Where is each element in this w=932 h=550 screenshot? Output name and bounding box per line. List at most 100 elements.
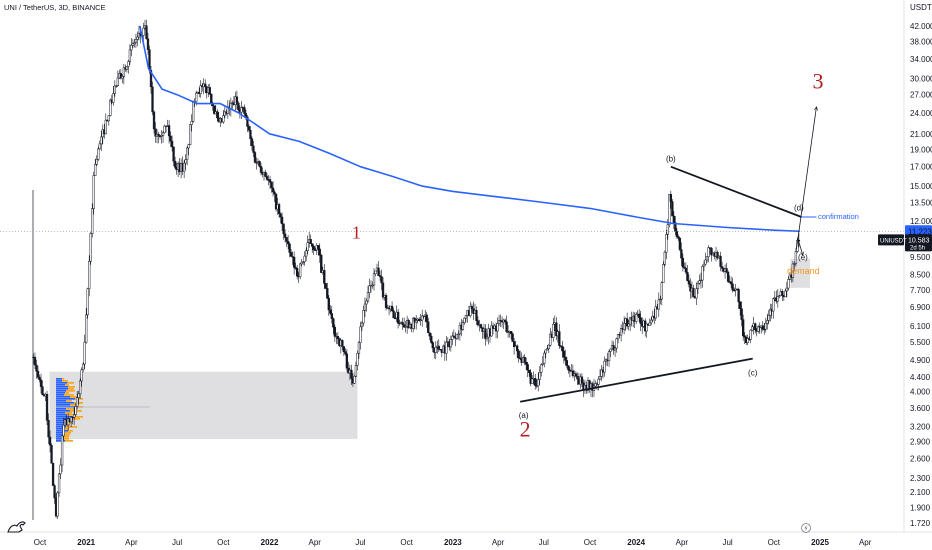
candle-body	[243, 107, 246, 114]
profile-bar-down	[68, 388, 74, 390]
candle-body	[793, 263, 796, 265]
candle-body	[109, 99, 112, 116]
candle-body	[659, 298, 662, 301]
candle-body	[292, 256, 296, 268]
candle-body	[378, 275, 382, 277]
candle-body	[56, 492, 59, 517]
candle-body	[725, 268, 728, 273]
y-tick-label: 6.900	[910, 303, 931, 312]
candle-body	[341, 340, 344, 347]
y-tick-label: 1.900	[910, 504, 931, 513]
candle-body	[511, 333, 514, 342]
profile-bar-down	[64, 436, 69, 438]
x-tick-label: Oct	[400, 538, 413, 547]
candle-body	[666, 224, 669, 235]
candle-body	[133, 42, 136, 44]
candle-body	[282, 223, 285, 235]
candle-body	[519, 357, 522, 360]
candle-body	[576, 375, 579, 380]
candle-body	[698, 280, 701, 284]
price-axis[interactable]	[904, 0, 932, 550]
candle-body	[309, 239, 312, 244]
candle-body	[503, 319, 507, 323]
candle-body	[77, 393, 80, 398]
moving-average-line[interactable]	[139, 25, 800, 233]
candle-body	[437, 345, 440, 350]
confirmation-label: confirmation	[818, 212, 859, 221]
candle-body	[353, 375, 356, 384]
profile-bar-up	[56, 386, 68, 388]
candle-body	[794, 251, 798, 264]
candle-body	[749, 329, 752, 340]
candle-body	[368, 285, 371, 293]
candle-body	[182, 162, 186, 172]
candle-body	[296, 268, 299, 277]
trendline[interactable]	[670, 165, 802, 218]
candle-body	[657, 299, 660, 310]
lightning-icon[interactable]	[801, 523, 811, 533]
candle-body	[252, 145, 255, 153]
profile-bar-down	[73, 416, 83, 418]
profile-bar-down	[65, 384, 69, 386]
wave-3-label: 3	[812, 69, 823, 94]
candle-body	[738, 301, 742, 309]
candle-body	[769, 308, 772, 316]
candle-body	[650, 319, 653, 324]
candle-body	[170, 140, 174, 148]
candle-body	[607, 351, 611, 362]
y-tick-label: 21.000	[910, 130, 932, 139]
x-tick-label: Apr	[492, 538, 505, 547]
candle-body	[537, 379, 540, 387]
candle-body	[430, 335, 433, 343]
candle-body	[384, 295, 388, 308]
candle-body	[407, 320, 410, 328]
candle-body	[784, 290, 787, 298]
candle-body	[776, 296, 779, 302]
y-tick-label: 17.000	[910, 163, 932, 172]
candle-body	[85, 314, 88, 343]
candle-body	[594, 383, 597, 387]
candle-body	[73, 414, 76, 418]
candle-body	[344, 351, 347, 355]
candle-body	[366, 292, 370, 302]
candle-body	[434, 347, 437, 353]
profile-bar-up	[56, 380, 62, 382]
candle-body	[302, 261, 305, 263]
candle-body	[705, 256, 709, 261]
candle-body	[294, 267, 297, 269]
candle-body	[332, 318, 335, 328]
projection-arrow[interactable]	[795, 107, 816, 250]
tradingview-logo-icon[interactable]	[7, 521, 26, 533]
candle-body	[683, 266, 686, 269]
candle-body	[142, 27, 145, 36]
candle-body	[125, 66, 129, 70]
candle-body	[356, 352, 359, 366]
candle-body	[216, 111, 219, 119]
candle-body	[702, 263, 706, 267]
candle-body	[708, 247, 712, 249]
time-axis[interactable]	[0, 532, 932, 550]
candle-body	[648, 322, 651, 326]
trendline[interactable]	[519, 357, 753, 403]
candle-body	[327, 297, 330, 311]
candle-body	[172, 146, 175, 162]
candle-body	[323, 270, 326, 284]
candle-body	[696, 283, 700, 290]
candles	[32, 19, 801, 520]
profile-bar-down	[68, 386, 75, 388]
candle-body	[167, 125, 171, 137]
y-tick-label: 2.100	[910, 488, 931, 497]
candle-body	[112, 93, 115, 103]
candle-body	[33, 357, 37, 366]
profile-bar-up	[56, 400, 66, 402]
candle-body	[189, 124, 192, 145]
candle-body	[531, 378, 534, 384]
candle-body	[247, 126, 251, 131]
profile-bar-up	[56, 424, 63, 426]
candle-body	[613, 347, 617, 351]
candle-body	[562, 350, 566, 358]
candle-body	[190, 121, 193, 125]
candle-body	[88, 260, 91, 290]
candle-body	[333, 326, 336, 337]
